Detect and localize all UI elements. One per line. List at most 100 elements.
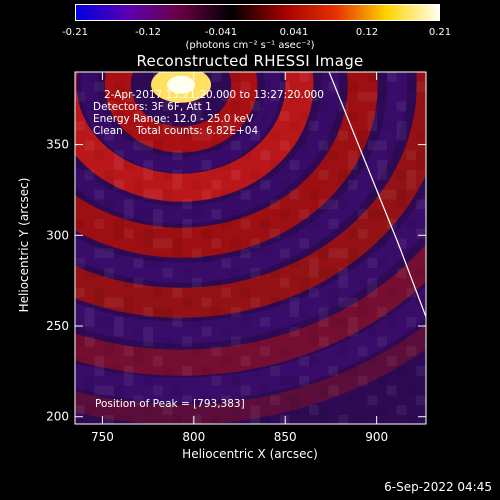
pixel-texture	[143, 405, 153, 415]
pixel-texture	[387, 150, 397, 161]
pixel-texture	[201, 297, 212, 308]
pixel-texture	[143, 238, 153, 249]
pixel-texture	[162, 268, 173, 278]
pixel-texture	[143, 91, 153, 102]
pixel-texture	[143, 170, 153, 180]
pixel-texture	[416, 268, 426, 278]
pixel-texture	[270, 297, 280, 308]
pixel-texture	[348, 81, 358, 92]
pixel-texture	[123, 297, 134, 308]
pixel-texture	[240, 317, 251, 327]
pixel-texture	[387, 317, 397, 327]
pixel-texture	[250, 415, 261, 424]
pixel-texture	[279, 277, 290, 288]
pixel-texture	[114, 81, 124, 92]
pixel-texture	[387, 121, 397, 131]
pixel-texture	[396, 366, 407, 376]
pixel-texture	[309, 258, 319, 268]
pixel-texture	[240, 189, 251, 200]
pixel-texture	[84, 385, 95, 396]
pixel-texture	[387, 385, 397, 396]
pixel-texture	[143, 189, 153, 200]
pixel-texture	[123, 130, 134, 141]
pixel-texture	[318, 248, 329, 259]
pixel-texture	[231, 375, 241, 386]
emission-ring	[75, 324, 426, 424]
pixel-texture	[231, 101, 241, 112]
pixel-texture	[172, 385, 183, 396]
pixel-texture	[260, 179, 270, 190]
pixel-texture	[309, 189, 319, 200]
pixel-texture	[75, 258, 85, 268]
pixel-texture	[406, 317, 417, 327]
pixel-texture	[377, 405, 387, 415]
pixel-texture	[406, 170, 417, 180]
pixel-texture	[240, 81, 251, 92]
pixel-texture	[367, 395, 378, 406]
pixel-texture	[396, 121, 407, 131]
pixel-texture	[123, 199, 134, 210]
pixel-texture	[338, 277, 348, 288]
pixel-texture	[143, 258, 153, 268]
pixel-texture	[94, 385, 105, 396]
pixel-texture	[162, 101, 173, 112]
pixel-texture	[192, 111, 202, 121]
pixel-texture	[114, 111, 124, 121]
pixel-texture	[211, 209, 222, 219]
pixel-texture	[182, 297, 192, 308]
pixel-texture	[143, 375, 153, 386]
pixel-texture	[416, 150, 426, 161]
emission-ring	[104, 72, 258, 153]
pixel-texture	[299, 140, 309, 151]
pixel-texture	[231, 405, 241, 415]
pixel-texture	[182, 150, 192, 161]
pixel-texture	[279, 179, 290, 190]
pixel-texture	[260, 415, 270, 424]
pixel-texture	[133, 277, 144, 288]
pixel-texture	[396, 101, 407, 112]
pixel-texture	[104, 268, 114, 278]
pixel-texture	[182, 395, 192, 406]
pixel-texture	[357, 297, 368, 308]
annotation-detectors: Detectors: 3F 6F, Att 1	[93, 101, 212, 113]
pixel-texture	[338, 336, 348, 347]
pixel-texture	[182, 268, 192, 278]
pixel-texture	[162, 336, 173, 347]
pixel-texture	[104, 130, 114, 141]
pixel-texture	[367, 356, 378, 366]
pixel-texture	[318, 199, 329, 210]
pixel-texture	[153, 209, 163, 219]
pixel-texture	[182, 199, 192, 210]
pixel-texture	[260, 317, 270, 327]
pixel-texture	[94, 189, 105, 200]
pixel-texture	[94, 248, 105, 259]
pixel-texture	[182, 366, 192, 376]
pixel-texture	[231, 72, 241, 82]
pixel-texture	[250, 366, 261, 376]
pixel-texture	[289, 228, 300, 239]
pixel-texture	[348, 258, 358, 268]
pixel-texture	[318, 317, 329, 327]
pixel-texture	[387, 189, 397, 200]
pixel-texture	[250, 199, 261, 210]
pixel-texture	[240, 219, 251, 229]
pixel-texture	[75, 160, 85, 170]
pixel-texture	[104, 385, 114, 396]
pixel-texture	[75, 121, 85, 131]
pixel-texture	[309, 91, 319, 102]
colorbar-unit: (photons cm⁻² s⁻¹ asec⁻²)	[185, 40, 315, 51]
pixel-texture	[201, 160, 212, 170]
pixel-texture	[318, 140, 329, 151]
pixel-texture	[162, 307, 173, 317]
pixel-texture	[387, 72, 397, 82]
pixel-texture	[289, 91, 300, 102]
colorbar-tick: 0.12	[355, 27, 379, 38]
timestamp: 6-Sep-2022 04:45	[384, 480, 492, 494]
pixel-texture	[211, 375, 222, 386]
pixel-texture	[396, 238, 407, 249]
pixel-texture	[182, 336, 192, 347]
pixel-texture	[289, 395, 300, 406]
pixel-texture	[104, 415, 114, 424]
pixel-texture	[270, 199, 280, 210]
pixel-texture	[211, 415, 222, 424]
